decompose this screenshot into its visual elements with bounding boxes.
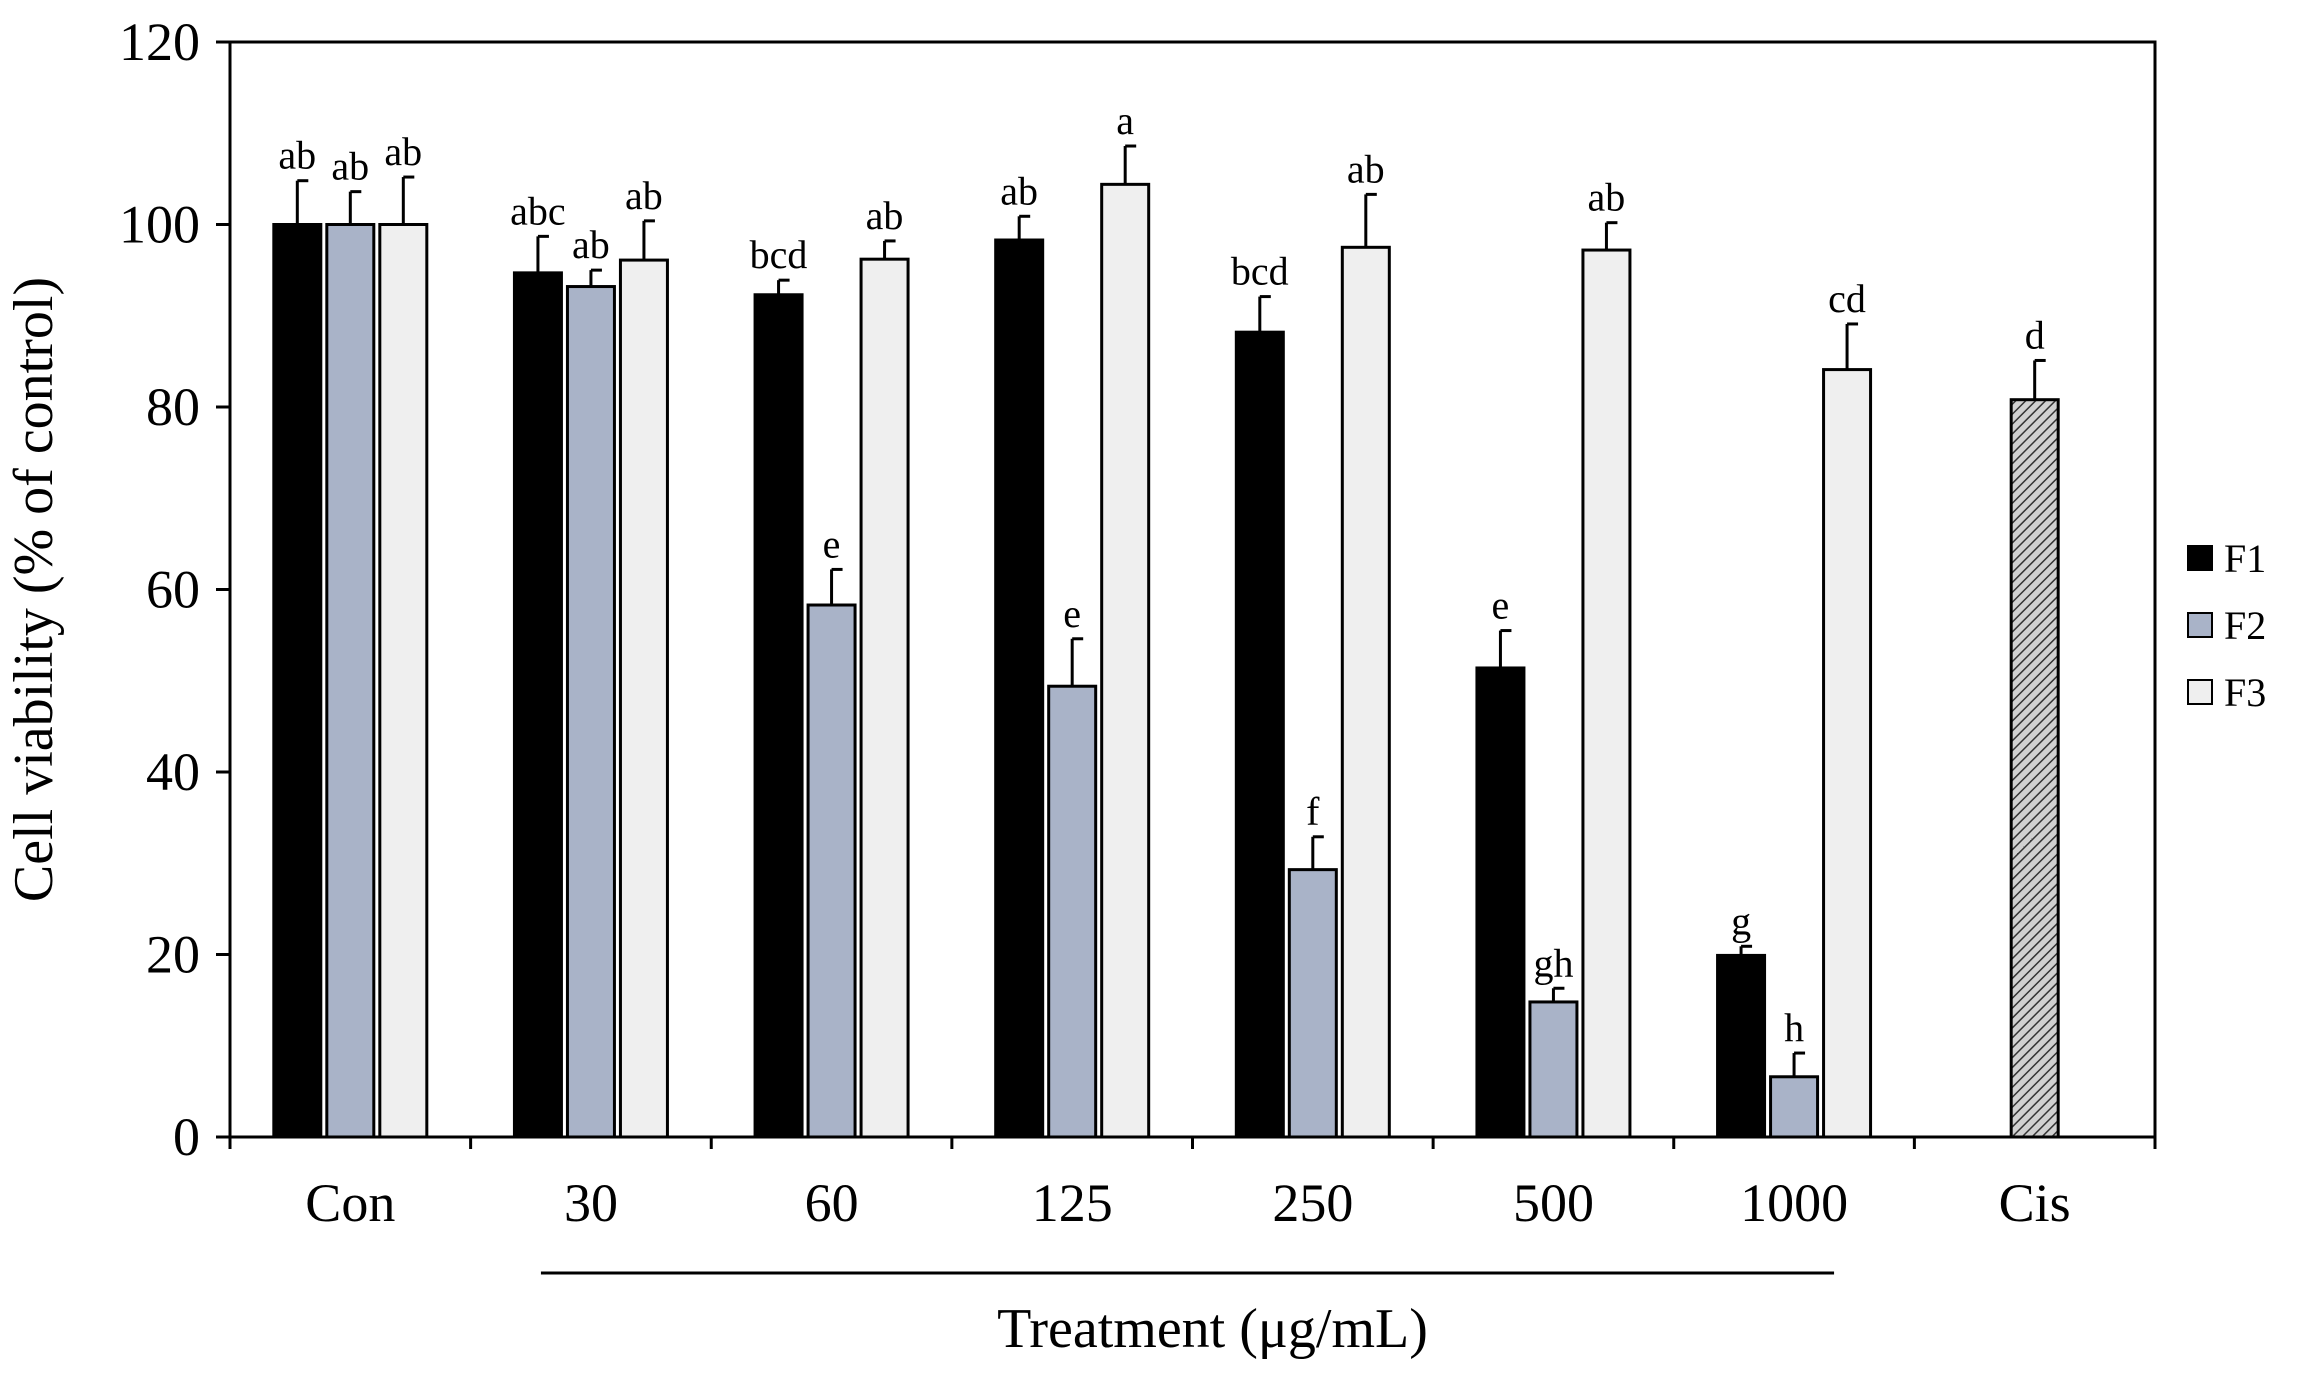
- significance-label: gh: [1533, 940, 1573, 985]
- x-tick-label: 1000: [1740, 1173, 1848, 1233]
- significance-label: e: [1063, 591, 1081, 636]
- bar-f1: [994, 238, 1045, 1139]
- y-tick-label: 60: [146, 560, 200, 620]
- significance-label: e: [823, 521, 841, 566]
- significance-label: a: [1116, 98, 1134, 143]
- significance-label: ab: [1347, 146, 1385, 191]
- bar-f3: [1822, 368, 1873, 1139]
- x-tick-label: 250: [1272, 1173, 1353, 1233]
- bar-f2: [565, 285, 616, 1139]
- y-tick-label: 120: [119, 12, 200, 72]
- x-tick-label: 30: [564, 1173, 618, 1233]
- bar-cis: [2009, 398, 2060, 1139]
- legend-swatch-f3: [2187, 679, 2213, 705]
- legend-label-f2: F2: [2224, 603, 2266, 648]
- significance-label: ab: [572, 222, 610, 267]
- legend-label-f1: F1: [2224, 536, 2266, 581]
- x-tick-label: Cis: [1999, 1173, 2071, 1233]
- significance-label: bcd: [750, 232, 808, 277]
- bar-f3: [618, 258, 669, 1139]
- y-tick-label: 40: [146, 742, 200, 802]
- significance-label: h: [1784, 1005, 1804, 1050]
- bar-f3: [378, 223, 429, 1139]
- legend-swatch-f1: [2187, 545, 2213, 571]
- bar-f2: [806, 603, 857, 1139]
- significance-label: ab: [1000, 168, 1038, 213]
- x-tick-label: Con: [305, 1173, 395, 1233]
- bar-f1: [753, 293, 804, 1139]
- y-tick-label: 100: [119, 195, 200, 255]
- bar-f1: [512, 271, 563, 1139]
- significance-label: ab: [1588, 175, 1626, 220]
- bar-f3: [1100, 182, 1151, 1139]
- significance-label: e: [1492, 583, 1510, 628]
- bar-f1: [1475, 666, 1526, 1139]
- significance-label: g: [1731, 898, 1751, 943]
- significance-label: f: [1306, 789, 1320, 834]
- x-tick-label: 500: [1513, 1173, 1594, 1233]
- bar-f2: [1287, 868, 1338, 1139]
- bar-f2: [1769, 1075, 1820, 1139]
- bar-f1: [272, 223, 323, 1139]
- significance-label: cd: [1828, 276, 1866, 321]
- bar-f3: [1581, 248, 1632, 1139]
- significance-label: ab: [384, 129, 422, 174]
- x-tick-label: 60: [805, 1173, 859, 1233]
- bar-f3: [859, 257, 910, 1139]
- bar-f3: [1340, 245, 1391, 1139]
- significance-label: d: [2025, 312, 2045, 357]
- bar-f2: [325, 223, 376, 1139]
- bar-f2: [1047, 684, 1098, 1139]
- bar-f1: [1234, 330, 1285, 1139]
- legend-swatch-f2: [2187, 612, 2213, 638]
- significance-label: bcd: [1231, 249, 1289, 294]
- significance-label: ab: [278, 133, 316, 178]
- y-tick-label: 80: [146, 377, 200, 437]
- x-tick-label: 125: [1032, 1173, 1113, 1233]
- bar-f1: [1716, 953, 1767, 1139]
- significance-label: ab: [866, 193, 904, 238]
- y-tick-label: 20: [146, 925, 200, 985]
- significance-label: ab: [625, 173, 663, 218]
- x-axis-title: Treatment (μg/mL): [997, 1298, 1428, 1360]
- legend-label-f3: F3: [2224, 670, 2266, 715]
- significance-label: ab: [331, 144, 369, 189]
- significance-label: abc: [510, 188, 566, 233]
- y-axis-title: Cell viability (% of control): [3, 277, 65, 902]
- bar-f2: [1528, 1000, 1579, 1139]
- y-tick-label: 0: [173, 1107, 200, 1167]
